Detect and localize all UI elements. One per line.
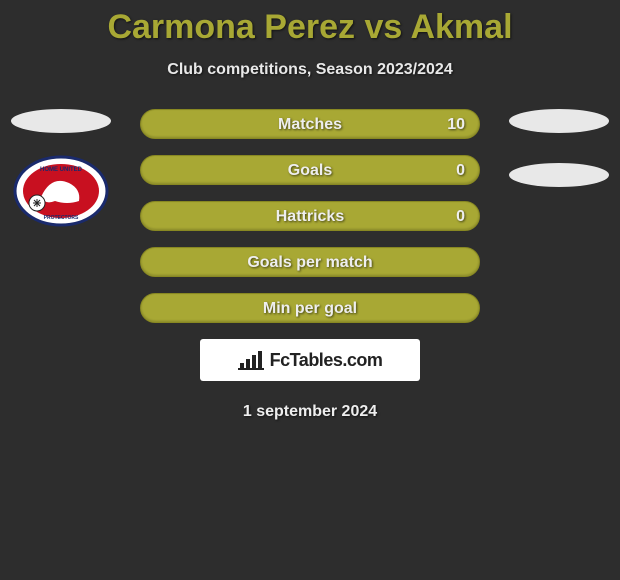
- stat-bar-goals-per-match: Goals per match: [140, 247, 480, 277]
- stat-bar-matches: Matches 10: [140, 109, 480, 139]
- comparison-content: HOME UNITED PROTECTORS Matches 10 Goals …: [0, 109, 620, 421]
- svg-text:PROTECTORS: PROTECTORS: [44, 215, 79, 221]
- subtitle: Club competitions, Season 2023/2024: [0, 61, 620, 79]
- stat-label: Matches: [141, 110, 479, 140]
- stat-label: Goals per match: [141, 248, 479, 278]
- stat-value: 0: [456, 202, 465, 232]
- stat-label: Min per goal: [141, 294, 479, 324]
- player-left-column: HOME UNITED PROTECTORS: [6, 109, 116, 227]
- player-right-placeholder-ellipse: [509, 109, 609, 133]
- stat-bar-goals: Goals 0: [140, 155, 480, 185]
- home-united-crest-icon: HOME UNITED PROTECTORS: [11, 155, 111, 227]
- stat-bars-container: Matches 10 Goals 0 Hattricks 0 Goals per…: [140, 109, 480, 323]
- footer-date: 1 september 2024: [0, 403, 620, 421]
- stat-bar-hattricks: Hattricks 0: [140, 201, 480, 231]
- stat-label: Goals: [141, 156, 479, 186]
- stat-label: Hattricks: [141, 202, 479, 232]
- player-right-placeholder-ellipse: [509, 163, 609, 187]
- page-title: Carmona Perez vs Akmal: [0, 0, 620, 47]
- footer-brand-box: FcTables.com: [200, 339, 420, 381]
- stat-bar-min-per-goal: Min per goal: [140, 293, 480, 323]
- svg-text:HOME UNITED: HOME UNITED: [40, 167, 83, 173]
- footer-brand-text: FcTables.com: [270, 350, 383, 371]
- stat-value: 0: [456, 156, 465, 186]
- player-right-column: [504, 109, 614, 209]
- stat-value: 10: [447, 110, 465, 140]
- fctables-chart-icon: [238, 349, 264, 371]
- player-left-placeholder-ellipse: [11, 109, 111, 133]
- club-crest-left: HOME UNITED PROTECTORS: [11, 155, 111, 227]
